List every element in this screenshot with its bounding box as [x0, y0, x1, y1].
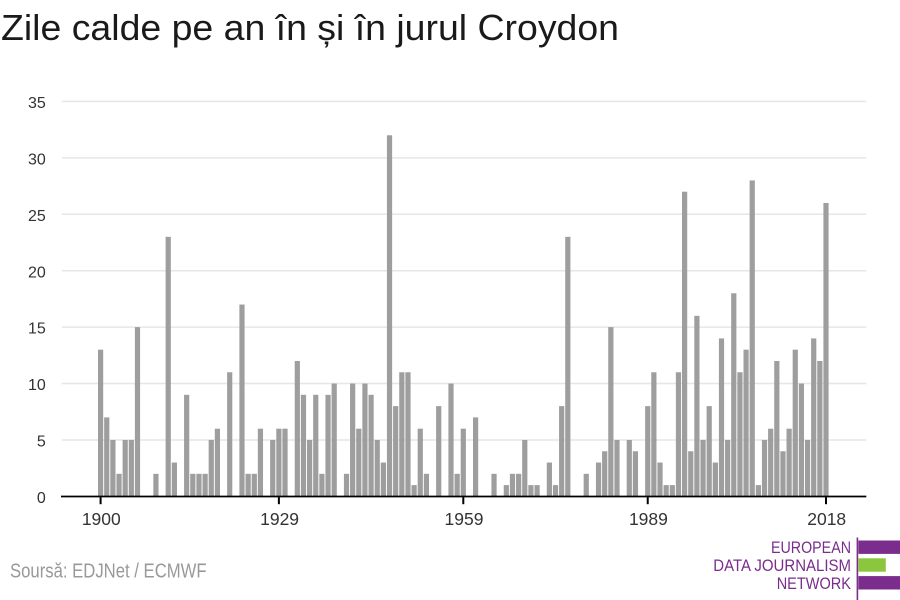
svg-text:1929: 1929 — [260, 509, 299, 529]
svg-text:15: 15 — [28, 321, 46, 338]
svg-text:Soursă: EDJNet / ECMWF: Soursă: EDJNet / ECMWF — [10, 561, 207, 583]
svg-text:2018: 2018 — [807, 509, 846, 529]
svg-text:1900: 1900 — [82, 509, 121, 529]
svg-text:Zile calde pe an în și în juru: Zile calde pe an în și în jurul Croydon — [1, 7, 619, 48]
svg-text:10: 10 — [28, 377, 46, 394]
svg-text:35: 35 — [28, 95, 46, 112]
svg-text:0: 0 — [37, 490, 46, 507]
svg-text:1959: 1959 — [445, 509, 484, 529]
svg-text:EUROPEAN: EUROPEAN — [771, 538, 851, 557]
svg-text:1989: 1989 — [629, 509, 668, 529]
svg-text:25: 25 — [28, 208, 46, 225]
svg-text:30: 30 — [28, 151, 46, 168]
svg-text:20: 20 — [28, 264, 46, 281]
svg-text:NETWORK: NETWORK — [777, 574, 852, 593]
svg-text:DATA JOURNALISM: DATA JOURNALISM — [713, 556, 851, 575]
svg-text:5: 5 — [37, 434, 46, 451]
